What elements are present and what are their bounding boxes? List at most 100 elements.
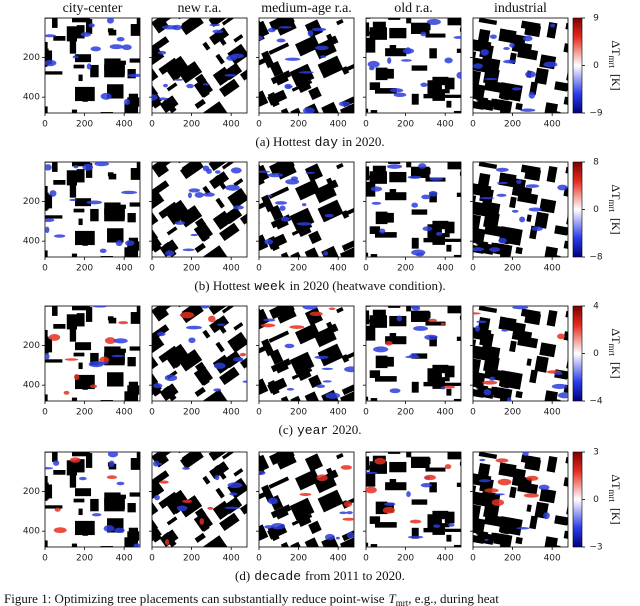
building [148, 443, 159, 450]
building [423, 237, 444, 243]
building [277, 21, 297, 36]
colorbar-tick-label: 4 [593, 302, 599, 312]
building [388, 452, 401, 454]
building [269, 204, 284, 221]
temperature-patch [53, 234, 66, 238]
temperature-patch [188, 188, 201, 193]
building [370, 398, 378, 401]
building [411, 353, 428, 359]
building [74, 198, 92, 207]
building [210, 261, 223, 274]
x-tick-label: 0 [42, 120, 48, 130]
colorbar-tick-label: −4 [589, 397, 603, 407]
building [205, 544, 224, 547]
building [180, 452, 204, 470]
temperature-patch [72, 55, 79, 59]
building [53, 324, 66, 329]
building [456, 192, 461, 197]
building [108, 29, 117, 36]
temperature-patch [69, 198, 78, 202]
temperature-patch [557, 333, 566, 340]
building [487, 227, 507, 235]
building [152, 352, 159, 376]
temperature-patch [551, 383, 568, 389]
building [432, 510, 449, 520]
temperature-patch [229, 492, 238, 496]
building [148, 153, 159, 160]
temperature-patch [208, 315, 216, 323]
building [71, 397, 78, 401]
x-tick-label: 400 [223, 408, 240, 418]
building [277, 309, 297, 324]
building [435, 377, 450, 382]
building [277, 165, 297, 180]
temperature-patch [284, 343, 295, 349]
subfigure-caption: (a) Hottest day in 2020. [255, 134, 384, 150]
x-tick-label: 400 [437, 264, 454, 274]
building [202, 185, 211, 195]
building [239, 67, 247, 81]
building [534, 211, 549, 229]
building [208, 128, 220, 138]
building [345, 537, 354, 547]
map-panel [472, 161, 569, 258]
building [152, 238, 162, 253]
x-tick-label: 200 [504, 408, 521, 418]
building [515, 536, 523, 545]
temperature-patch [427, 318, 438, 322]
temperature-patch [100, 92, 112, 100]
temperature-patch [299, 492, 312, 496]
building [423, 527, 444, 533]
building [369, 516, 381, 524]
temperature-patch [182, 466, 191, 470]
temperature-patch [496, 193, 507, 197]
building [45, 306, 56, 307]
temperature-patch [165, 250, 175, 257]
building [554, 515, 568, 526]
building [432, 364, 449, 374]
building [114, 206, 125, 220]
building [425, 467, 446, 472]
building [32, 161, 41, 169]
building [71, 253, 78, 257]
building [259, 490, 269, 500]
x-tick-label: 0 [256, 120, 262, 130]
building [32, 305, 41, 313]
map-panel [151, 305, 248, 402]
building [25, 455, 36, 459]
temperature-patch [495, 458, 509, 463]
temperature-patch [270, 523, 286, 530]
building [25, 13, 44, 23]
building [212, 420, 232, 435]
building [383, 68, 394, 79]
building [259, 385, 260, 400]
temperature-patch [476, 320, 487, 324]
building [422, 554, 434, 565]
building [259, 163, 265, 182]
temperature-patch [520, 108, 536, 112]
temperature-patch [53, 460, 60, 466]
building [72, 452, 91, 457]
building [554, 81, 568, 92]
building [351, 549, 358, 565]
map-panel [32, 297, 159, 402]
building [148, 297, 159, 304]
building [148, 9, 159, 16]
temperature-patch [115, 240, 123, 247]
building [187, 439, 192, 444]
building [388, 18, 401, 20]
temperature-patch [242, 380, 247, 383]
building [140, 153, 160, 159]
x-tick-label: 0 [363, 408, 369, 418]
x-tick-label: 200 [290, 264, 307, 274]
building [45, 71, 63, 75]
building [152, 306, 169, 322]
building [201, 389, 228, 401]
temperature-patch [396, 315, 403, 322]
temperature-patch [484, 538, 489, 541]
x-tick-label: 400 [437, 554, 454, 564]
temperature-patch [531, 226, 543, 232]
building [336, 19, 344, 26]
caption-text: (a) Hottest [255, 134, 311, 149]
building [423, 381, 444, 387]
